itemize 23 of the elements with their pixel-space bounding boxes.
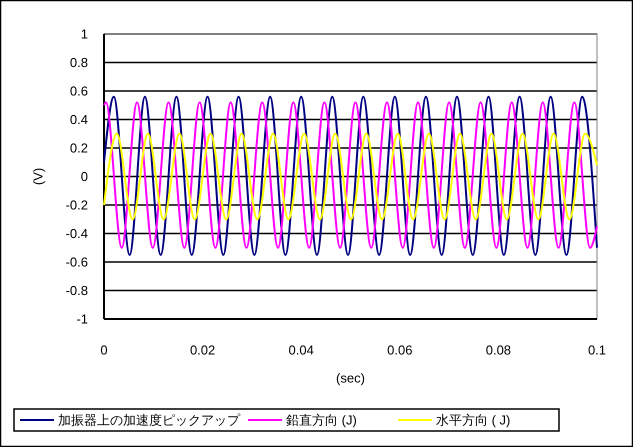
legend-label: 鉛直方向 (J) xyxy=(286,412,357,428)
y-tick-label: 0 xyxy=(80,169,88,184)
x-tick-label: 0.02 xyxy=(190,342,216,358)
y-tick-label: -1 xyxy=(76,312,88,327)
legend-label: 加振器上の加速度ピックアップ xyxy=(58,412,241,428)
y-tick-label: -0.2 xyxy=(66,198,88,213)
y-tick-label: -0.4 xyxy=(66,226,88,242)
y-tick-label: 0.6 xyxy=(70,84,88,99)
x-tick-label: 0.06 xyxy=(387,342,412,358)
y-tick-label: -0.6 xyxy=(66,254,88,270)
y-tick-label: 0.8 xyxy=(70,55,88,70)
x-tick-label: 0 xyxy=(100,342,108,358)
y-tick-label: 1 xyxy=(80,26,88,42)
y-tick-label: 0.4 xyxy=(70,112,88,128)
y-axis-title: (V) xyxy=(30,168,46,186)
y-tick-label: 0.2 xyxy=(70,140,88,156)
x-tick-label: 0.1 xyxy=(588,342,606,358)
x-tick-label: 0.04 xyxy=(288,342,314,358)
y-tick-label: -0.8 xyxy=(66,283,88,298)
line-series xyxy=(103,132,598,220)
x-axis-title: (sec) xyxy=(336,370,365,386)
legend-label: 水平方向 ( J) xyxy=(436,412,510,428)
x-tick-label: 0.08 xyxy=(486,342,512,358)
